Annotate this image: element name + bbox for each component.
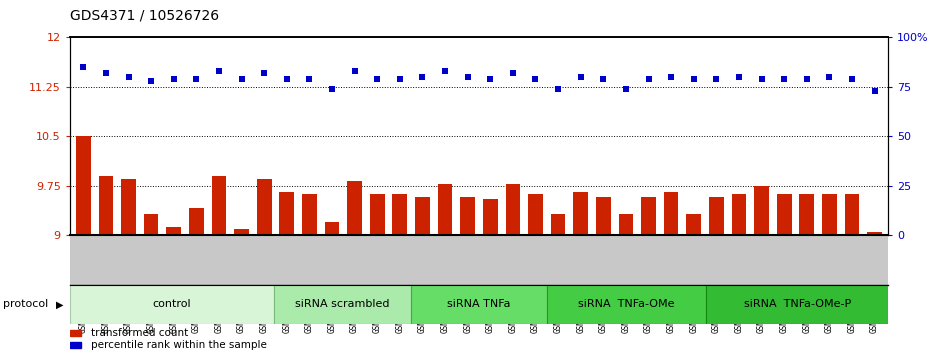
Bar	[800, 194, 814, 235]
Bar	[618, 214, 633, 235]
Point	[777, 76, 791, 82]
Bar	[664, 193, 679, 235]
Bar	[166, 228, 181, 235]
Point	[302, 76, 317, 82]
Bar	[234, 229, 249, 235]
Point	[121, 74, 136, 80]
Bar	[370, 194, 385, 235]
Bar	[706, 285, 888, 324]
Point	[460, 74, 475, 80]
Bar	[844, 194, 859, 235]
Point	[325, 86, 339, 92]
Bar	[70, 342, 82, 348]
Bar	[438, 184, 452, 235]
Text: ▶: ▶	[56, 299, 63, 309]
Bar	[483, 199, 498, 235]
Bar	[189, 208, 204, 235]
Point	[99, 70, 113, 76]
Point	[596, 76, 611, 82]
Bar	[70, 330, 82, 336]
Point	[392, 76, 407, 82]
Point	[754, 76, 769, 82]
Bar	[257, 179, 272, 235]
Bar	[460, 197, 475, 235]
Point	[618, 86, 633, 92]
Bar	[528, 194, 543, 235]
Point	[573, 74, 588, 80]
Text: GDS4371 / 10526726: GDS4371 / 10526726	[70, 9, 219, 23]
Text: transformed count: transformed count	[90, 329, 188, 338]
Bar	[732, 194, 746, 235]
Bar	[76, 136, 90, 235]
Bar	[686, 214, 701, 235]
Bar	[302, 194, 317, 235]
Bar	[121, 179, 136, 235]
Bar	[822, 194, 837, 235]
Bar	[212, 176, 226, 235]
Point	[732, 74, 747, 80]
Bar	[868, 232, 882, 235]
Point	[822, 74, 837, 80]
Text: siRNA TNFa: siRNA TNFa	[447, 299, 511, 309]
Point	[347, 68, 362, 74]
Text: protocol: protocol	[3, 299, 48, 309]
Point	[664, 74, 679, 80]
Text: siRNA  TNFa-OMe: siRNA TNFa-OMe	[578, 299, 675, 309]
Text: percentile rank within the sample: percentile rank within the sample	[90, 340, 267, 350]
Bar	[596, 197, 611, 235]
Bar	[415, 197, 430, 235]
Bar	[551, 214, 565, 235]
Point	[257, 70, 272, 76]
Point	[528, 76, 543, 82]
Text: control: control	[153, 299, 192, 309]
Bar	[506, 184, 520, 235]
Bar	[70, 285, 274, 324]
Point	[709, 76, 724, 82]
Point	[415, 74, 430, 80]
Point	[166, 76, 181, 82]
Bar	[99, 176, 113, 235]
Point	[234, 76, 249, 82]
Point	[370, 76, 385, 82]
Bar	[392, 194, 407, 235]
Text: siRNA scrambled: siRNA scrambled	[296, 299, 390, 309]
Bar	[709, 197, 724, 235]
Point	[686, 76, 701, 82]
Bar	[274, 285, 411, 324]
Point	[844, 76, 859, 82]
Point	[144, 78, 159, 84]
Point	[483, 76, 498, 82]
Point	[867, 88, 882, 93]
Point	[76, 64, 91, 70]
Point	[799, 76, 814, 82]
Bar	[573, 193, 588, 235]
Bar	[777, 194, 791, 235]
Point	[438, 68, 453, 74]
Bar	[641, 197, 656, 235]
Point	[551, 86, 565, 92]
Point	[189, 76, 204, 82]
Bar	[411, 285, 547, 324]
Point	[641, 76, 656, 82]
Bar	[144, 214, 158, 235]
Bar	[754, 186, 769, 235]
Bar	[547, 285, 706, 324]
Point	[211, 68, 226, 74]
Bar	[325, 222, 339, 235]
Bar	[347, 181, 362, 235]
Point	[505, 70, 520, 76]
Point	[279, 76, 294, 82]
Bar	[279, 193, 294, 235]
Text: siRNA  TNFa-OMe-P: siRNA TNFa-OMe-P	[744, 299, 851, 309]
